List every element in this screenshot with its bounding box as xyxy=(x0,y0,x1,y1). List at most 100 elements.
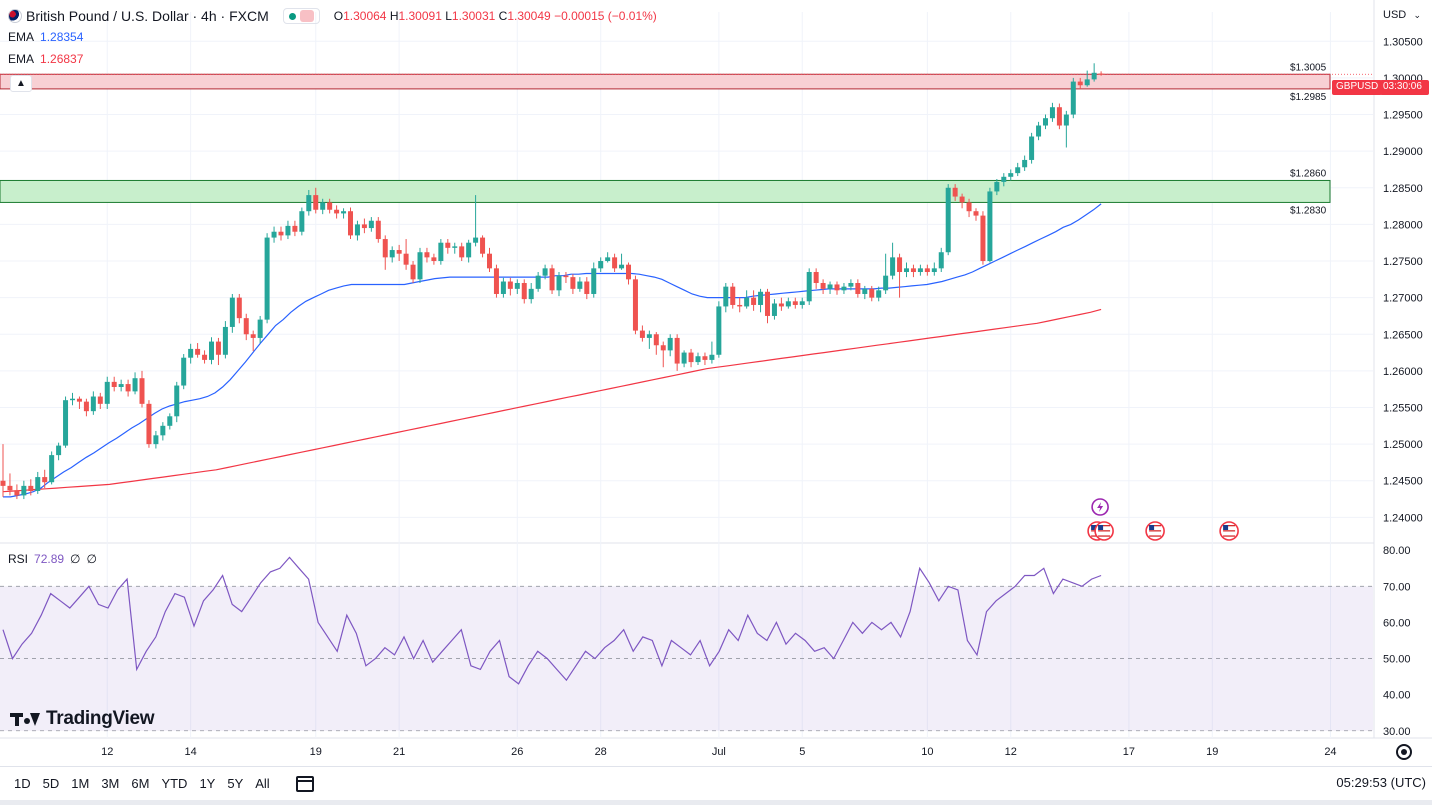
candle-body xyxy=(368,220,374,229)
symbol-title[interactable]: British Pound / U.S. Dollar · 4h · FXCM xyxy=(26,8,269,24)
candle-body xyxy=(202,354,208,360)
candle-body xyxy=(542,268,548,276)
candle-25 xyxy=(174,381,180,423)
range-button-1m[interactable]: 1M xyxy=(71,776,90,791)
candle-body xyxy=(500,281,506,294)
chevron-down-icon: ⌄ xyxy=(1413,9,1421,20)
time-tick-label-12: 24 xyxy=(1324,746,1336,758)
candle-131 xyxy=(910,264,916,278)
chart-legend: British Pound / U.S. Dollar · 4h · FXCM … xyxy=(8,6,657,70)
candle-body xyxy=(556,275,562,291)
candle-body xyxy=(591,268,597,294)
currency-selector[interactable]: USD ⌄ xyxy=(1383,9,1421,21)
candle-body xyxy=(167,416,173,426)
candle-body xyxy=(910,268,916,273)
range-button-6m[interactable]: 6M xyxy=(131,776,150,791)
candle-body xyxy=(688,352,694,363)
candle-body xyxy=(1043,118,1048,126)
axis-settings-gear-icon[interactable] xyxy=(1396,744,1412,760)
candle-140 xyxy=(973,208,979,221)
price-tick-label-4: 1.28500 xyxy=(1383,183,1423,195)
candle-55 xyxy=(382,235,388,270)
flag-stripe xyxy=(1098,532,1111,535)
candle-152 xyxy=(1056,103,1062,130)
candle-129 xyxy=(897,253,903,298)
candle-91 xyxy=(632,275,638,335)
candle-body xyxy=(639,330,645,338)
event-marker-3-us-flag-icon xyxy=(1219,521,1239,541)
candle-119 xyxy=(827,281,833,294)
low-value: 1.30031 xyxy=(451,9,496,23)
candle-109 xyxy=(758,288,764,313)
candle-body xyxy=(973,211,979,216)
candle-116 xyxy=(806,268,812,305)
chart-canvas[interactable]: 1.305001.300001.295001.290001.285001.280… xyxy=(0,0,1432,766)
candle-110 xyxy=(765,288,770,324)
change-value: −0.00015 (−0.01%) xyxy=(554,9,657,23)
candle-body xyxy=(424,252,430,258)
candle-body xyxy=(334,209,340,214)
candle-body xyxy=(577,281,583,289)
open-value: 1.30064 xyxy=(343,9,387,23)
bottom-toolbar: 1D 5D 1M 3M 6M YTD 1Y 5Y All 05:29:53 (U… xyxy=(0,766,1432,800)
flag-stripe xyxy=(1149,535,1162,537)
range-button-1d[interactable]: 1D xyxy=(14,776,31,791)
market-status-pill[interactable] xyxy=(282,8,320,24)
utc-clock[interactable]: 05:29:53 (UTC) xyxy=(1336,775,1426,790)
candle-body xyxy=(487,253,492,269)
range-button-5y[interactable]: 5Y xyxy=(227,776,244,791)
candle-81 xyxy=(563,272,569,283)
candle-body xyxy=(931,268,937,273)
candle-body xyxy=(341,211,347,214)
candle-112 xyxy=(778,297,784,311)
candle-body xyxy=(744,297,750,307)
candle-32 xyxy=(222,321,228,359)
rsi-legend[interactable]: RSI 72.89 ∅ ∅ xyxy=(8,552,97,566)
candle-34 xyxy=(236,293,242,324)
range-button-all[interactable]: All xyxy=(255,776,270,791)
candle-9 xyxy=(63,396,69,448)
tradingview-logo[interactable]: TradingView xyxy=(10,708,155,730)
candle-body xyxy=(271,231,277,238)
candle-128 xyxy=(890,242,896,280)
price-tick-label-10: 1.25500 xyxy=(1383,403,1423,415)
ema-fast-legend[interactable]: EMA 1.28354 xyxy=(8,30,84,44)
event-marker-2-us-flag-icon xyxy=(1145,521,1165,541)
candle-20 xyxy=(139,370,145,408)
candle-body xyxy=(626,264,631,280)
candle-body xyxy=(570,277,576,289)
candle-64 xyxy=(445,239,451,254)
candle-139 xyxy=(966,198,972,218)
candle-body xyxy=(660,345,666,351)
candle-113 xyxy=(785,297,791,309)
range-button-1y[interactable]: 1Y xyxy=(199,776,216,791)
candle-body xyxy=(876,290,882,298)
candle-18 xyxy=(125,379,131,397)
collapse-legend-button[interactable]: ▲ xyxy=(10,75,32,92)
candle-body xyxy=(195,348,201,355)
range-button-3m[interactable]: 3M xyxy=(101,776,120,791)
price-tick-label-12: 1.24500 xyxy=(1383,476,1423,488)
candle-118 xyxy=(820,279,826,294)
candle-body xyxy=(563,275,569,278)
range-button-5d[interactable]: 5D xyxy=(42,776,60,791)
candle-11 xyxy=(76,396,82,409)
candle-150 xyxy=(1043,114,1048,130)
ema-slow-line xyxy=(2,308,1102,493)
candle-body xyxy=(125,384,131,392)
candle-148 xyxy=(1029,132,1035,164)
flag-stripe xyxy=(1149,527,1162,529)
event-marker-0 xyxy=(1091,498,1109,516)
candle-body xyxy=(820,282,826,289)
go-to-date-calendar-icon[interactable] xyxy=(295,775,314,792)
candle-body xyxy=(396,250,402,254)
ema-fast-line xyxy=(3,203,1102,498)
zone-top-label-1: $1.2860 xyxy=(1290,168,1327,179)
candle-body xyxy=(63,400,69,446)
candle-body xyxy=(632,279,638,331)
ema-slow-legend[interactable]: EMA 1.26837 xyxy=(8,52,84,66)
candle-84 xyxy=(584,277,590,300)
candle-89 xyxy=(619,253,625,270)
range-button-ytd[interactable]: YTD xyxy=(161,776,188,791)
candle-body xyxy=(76,398,82,402)
